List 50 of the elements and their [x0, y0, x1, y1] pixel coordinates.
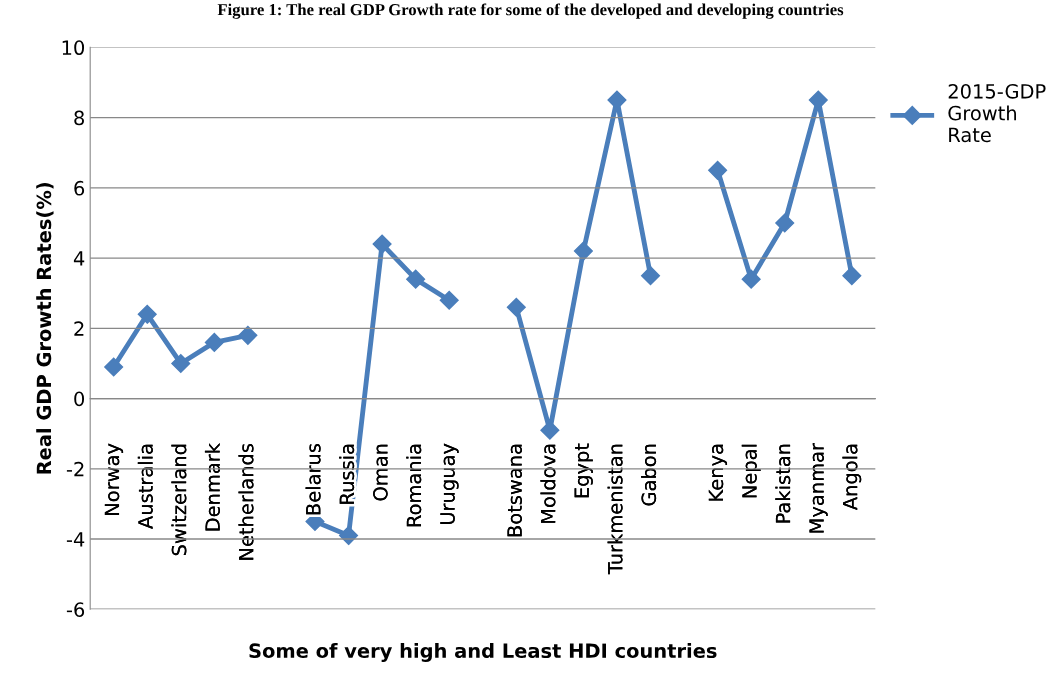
point [842, 266, 862, 286]
y-tick-label: -2 [66, 461, 84, 477]
y-tick-label: 6 [74, 180, 85, 196]
y-tick-label: 8 [74, 110, 84, 126]
point [775, 213, 795, 233]
x-tick-label: Russia [339, 444, 355, 504]
x-tick-label: Romania [406, 444, 422, 527]
x-tick-label: Angola [842, 444, 862, 511]
point [238, 325, 258, 345]
point [406, 269, 426, 289]
x-tick-label: Myanmar [809, 443, 828, 533]
x-tick-label: Turkmenistan [607, 444, 623, 575]
y-tick-label: 4 [73, 251, 85, 266]
point [708, 160, 728, 180]
point [607, 90, 627, 110]
x-tick-label: Belarus [305, 443, 321, 515]
x-tick-label: Norway [104, 443, 124, 515]
y-axis-title: Real GDP Growth Rates(%) [36, 183, 54, 474]
point [506, 297, 526, 317]
x-tick-label: Gabon [641, 444, 657, 506]
x-tick-label: Botswana [507, 444, 522, 537]
point [439, 290, 459, 310]
point [104, 357, 124, 377]
y-tick-label: 0 [74, 391, 85, 407]
x-tick-label: Netherlands [238, 443, 254, 560]
y-tick-label: 10 [62, 40, 85, 56]
x-tick-label: Uruguay [440, 443, 459, 524]
point [573, 241, 593, 261]
x-tick-label: Switzerland [171, 444, 187, 556]
point [540, 420, 560, 440]
point [137, 304, 157, 324]
point [171, 353, 191, 373]
x-tick-label: Egypt [574, 443, 593, 498]
point [741, 269, 761, 289]
y-tick-label: -4 [66, 532, 85, 547]
x-tick-label: Moldova [540, 444, 556, 523]
x-tick-label: Oman [373, 444, 388, 501]
chart-title: Figure 1: The real GDP Growth rate for some of the developed and developing countries [217, 3, 844, 19]
x-axis-title: Some of very high and Least HDI countries [249, 643, 717, 662]
x-tick-label: Pakistan [775, 444, 791, 523]
point [640, 266, 661, 286]
x-tick-label: Australia [137, 444, 153, 529]
legend-label: 2015-GDP Growth Rate [948, 83, 1046, 143]
x-tick-label: Denmark [204, 443, 220, 531]
x-tick-label: Nepal [741, 444, 761, 498]
y-tick-label: 2 [74, 321, 84, 336]
point [372, 234, 392, 254]
x-tick-label: Kenya [708, 444, 728, 501]
point [204, 332, 224, 352]
y-tick-label: -6 [66, 602, 85, 617]
